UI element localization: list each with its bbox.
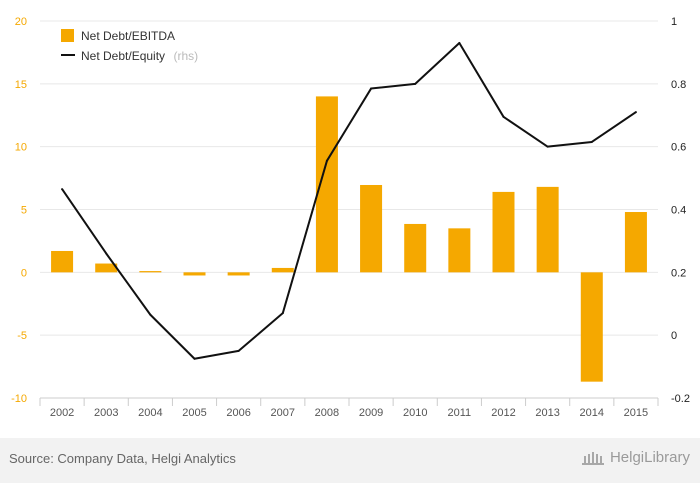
right-tick-label: 0.2: [671, 267, 686, 279]
left-axis-ticks: -10 -5 0 5 10 15 20: [11, 16, 27, 405]
x-tick-label: 2005: [182, 407, 206, 419]
line-point: [281, 312, 284, 315]
legend-label-bar: Net Debt/EBITDA: [81, 29, 175, 43]
brand-name: HelgiLibrary: [609, 449, 690, 466]
left-tick-label: 5: [21, 205, 27, 217]
legend-label-line: Net Debt/Equity (rhs): [81, 47, 198, 64]
bar: [139, 271, 162, 273]
x-tick-label: 2003: [94, 407, 118, 419]
right-tick-label: 0.4: [671, 205, 686, 217]
bar: [536, 186, 559, 273]
line-point: [61, 188, 64, 191]
x-tick-label: 2010: [403, 407, 427, 419]
line-point: [634, 111, 637, 114]
x-tick-label: 2009: [359, 407, 383, 419]
legend-label-line-note: (rhs): [174, 49, 199, 63]
line-point: [546, 145, 549, 148]
bar: [624, 212, 647, 273]
x-tick-label: 2011: [448, 407, 472, 419]
line-series: [61, 41, 637, 360]
right-tick-label: 0: [671, 330, 677, 342]
library-building-icon: [581, 451, 604, 465]
left-tick-label: 20: [15, 16, 27, 28]
right-tick-label: 1: [671, 16, 677, 28]
x-tick-label: 2014: [580, 407, 604, 419]
line-point: [193, 357, 196, 360]
right-tick-label: 0.6: [671, 142, 686, 154]
bar: [95, 263, 118, 273]
bar: [271, 267, 294, 273]
source-note: Source: Company Data, Helgi Analytics: [9, 451, 236, 466]
x-tick-label: 2013: [535, 407, 559, 419]
line-point: [149, 313, 152, 316]
x-axis: 2002 2003 2004 2005 2006 2007 2008 2009 2010 2011…: [39, 397, 659, 419]
x-tick-label: 2006: [226, 407, 250, 419]
line-point: [370, 87, 373, 90]
right-tick-label: -0.2: [671, 393, 690, 405]
legend-label-line-name: Net Debt/Equity: [81, 49, 165, 63]
gridlines: [40, 20, 658, 399]
bar: [404, 223, 427, 273]
x-tick-label: 2002: [50, 407, 74, 419]
brand-logo: HelgiLibrary: [581, 449, 690, 466]
bar-series: [51, 96, 647, 382]
bar: [51, 250, 74, 273]
left-tick-label: -5: [17, 330, 27, 342]
right-axis-ticks: -0.2 0 0.2 0.4 0.6 0.8 1: [671, 16, 690, 405]
bar: [580, 272, 603, 382]
left-tick-label: 10: [15, 142, 27, 154]
x-tick-label: 2007: [271, 407, 295, 419]
bar: [360, 184, 383, 273]
footer: Source: Company Data, Helgi Analytics He…: [0, 438, 700, 483]
line-point: [502, 115, 505, 118]
bar: [183, 272, 206, 276]
right-tick-label: 0.8: [671, 79, 686, 91]
bar: [448, 228, 471, 273]
line-point: [590, 140, 593, 143]
x-tick-label: 2004: [138, 407, 162, 419]
left-tick-label: 0: [21, 267, 27, 279]
x-tick-label: 2012: [491, 407, 515, 419]
bar: [492, 191, 515, 273]
bar: [315, 96, 338, 273]
left-tick-label: -10: [11, 393, 27, 405]
x-tick-label: 2015: [624, 407, 648, 419]
left-tick-label: 15: [15, 79, 27, 91]
legend: Net Debt/EBITDA Net Debt/Equity (rhs): [61, 29, 198, 64]
line-point: [325, 159, 328, 162]
line-point: [414, 82, 417, 85]
line-point: [458, 41, 461, 44]
legend-swatch-bar: [61, 29, 74, 42]
line-point: [237, 349, 240, 352]
line-path: [61, 41, 637, 360]
x-tick-label: 2008: [315, 407, 339, 419]
bar: [227, 272, 250, 276]
line-point: [105, 252, 108, 255]
